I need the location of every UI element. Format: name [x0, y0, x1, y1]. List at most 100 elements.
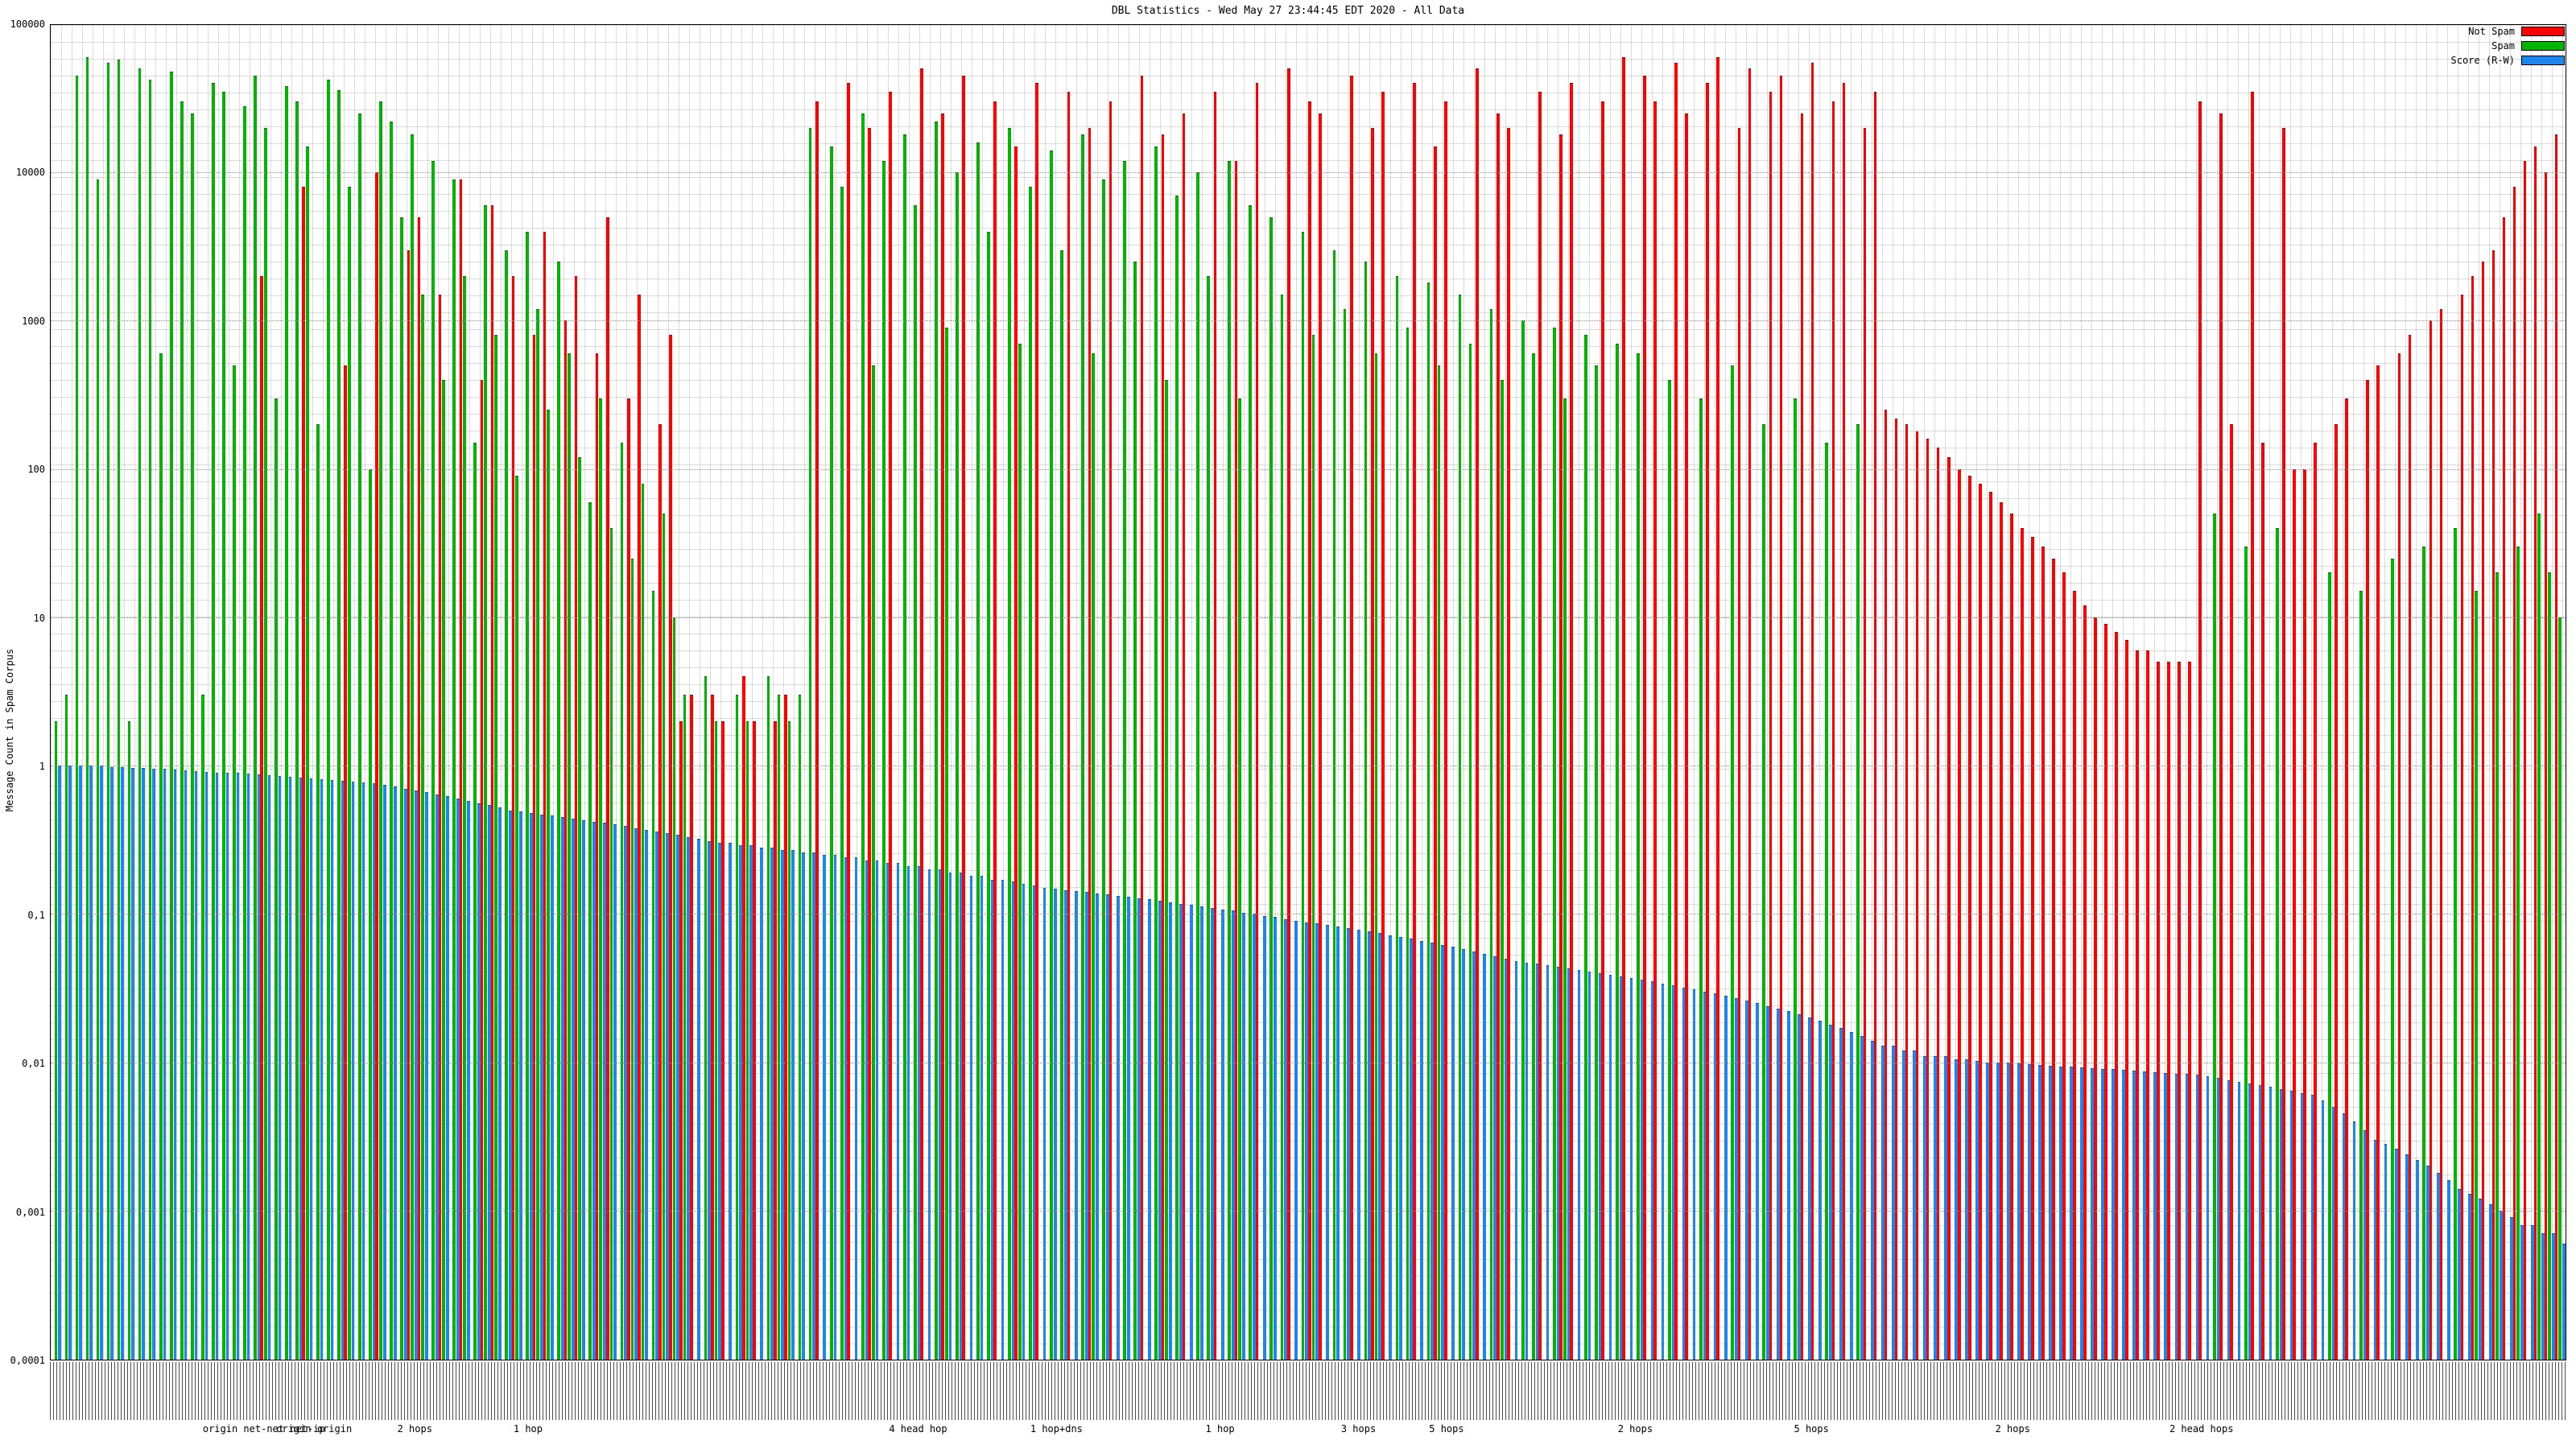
bar-cluster: [428, 25, 439, 1360]
bar-score-r-w-: [1975, 1060, 1979, 1360]
bar-not-spam: [1140, 75, 1144, 1360]
bar-not-spam: [1601, 101, 1604, 1360]
bar-spam: [1018, 343, 1022, 1360]
bar-spam: [316, 424, 320, 1360]
bar-not-spam: [1370, 127, 1374, 1360]
bar-cluster: [1967, 25, 1979, 1360]
bar-cluster: [532, 25, 543, 1360]
bar-not-spam: [2460, 295, 2464, 1360]
bar-score-r-w-: [1211, 907, 1214, 1360]
bar-cluster: [1025, 25, 1036, 1360]
bar-cluster: [1151, 25, 1162, 1360]
bar-not-spam: [1999, 502, 2003, 1360]
bar-not-spam: [1413, 83, 1416, 1360]
bar-score-r-w-: [2331, 1107, 2335, 1360]
bar-score-r-w-: [1347, 928, 1350, 1360]
bar-not-spam: [2366, 379, 2370, 1360]
bar-spam: [2537, 514, 2541, 1360]
bar-cluster: [574, 25, 585, 1360]
bar-cluster: [1737, 25, 1748, 1360]
bar-cluster: [145, 25, 156, 1360]
bar-score-r-w-: [2363, 1129, 2367, 1360]
bar-score-r-w-: [204, 771, 208, 1360]
bar-spam: [526, 231, 530, 1360]
bar-not-spam: [2533, 146, 2537, 1360]
bar-score-r-w-: [1221, 909, 1224, 1360]
bar-spam: [1825, 443, 1828, 1360]
bar-cluster: [2544, 25, 2555, 1360]
bar-score-r-w-: [624, 826, 627, 1360]
bar-cluster: [868, 25, 879, 1360]
bar-score-r-w-: [1105, 894, 1109, 1360]
bar-spam: [620, 443, 624, 1360]
bar-cluster: [1413, 25, 1424, 1360]
bar-cluster: [2115, 25, 2126, 1360]
bar-cluster: [1831, 25, 1843, 1360]
bar-cluster: [910, 25, 921, 1360]
bar-score-r-w-: [1095, 893, 1099, 1360]
bar-score-r-w-: [2258, 1085, 2262, 1360]
bar-score-r-w-: [2112, 1069, 2116, 1360]
bar-score-r-w-: [1263, 915, 1266, 1360]
major-gridline: [51, 1210, 2566, 1212]
bar-score-r-w-: [770, 847, 774, 1360]
bar-not-spam: [1161, 134, 1165, 1360]
bar-cluster: [1894, 25, 1905, 1360]
bar-cluster: [983, 25, 994, 1360]
bar-cluster: [2314, 25, 2325, 1360]
bar-score-r-w-: [1378, 933, 1381, 1360]
bar-score-r-w-: [1147, 899, 1151, 1360]
bar-not-spam: [1434, 146, 1437, 1360]
bar-spam: [1468, 343, 1472, 1360]
legend-entry: Spam: [2451, 39, 2565, 53]
bar-not-spam: [564, 320, 568, 1360]
bar-not-spam: [2523, 160, 2527, 1360]
bar-score-r-w-: [2425, 1166, 2429, 1360]
bars-area: [51, 25, 2566, 1360]
bar-spam: [263, 127, 267, 1360]
bar-spam: [1343, 308, 1347, 1360]
bar-score-r-w-: [487, 805, 491, 1360]
bar-score-r-w-: [1577, 969, 1581, 1360]
bar-spam: [54, 720, 58, 1360]
major-gridline: [51, 320, 2566, 322]
bar-score-r-w-: [2216, 1078, 2220, 1360]
bar-cluster: [1213, 25, 1224, 1360]
bar-score-r-w-: [1001, 879, 1005, 1360]
bar-spam: [547, 410, 551, 1360]
bar-cluster: [1392, 25, 1403, 1360]
bar-cluster: [1664, 25, 1675, 1360]
bar-cluster: [1381, 25, 1392, 1360]
bar-not-spam: [2345, 398, 2349, 1360]
bar-score-r-w-: [530, 812, 533, 1360]
bar-score-r-w-: [2541, 1233, 2545, 1360]
bar-score-r-w-: [393, 786, 397, 1360]
bar-cluster: [679, 25, 690, 1360]
bar-cluster: [1873, 25, 1885, 1360]
bar-score-r-w-: [1587, 971, 1591, 1360]
bar-score-r-w-: [2101, 1069, 2105, 1360]
legend-swatch: [2521, 27, 2565, 36]
bar-spam: [2558, 617, 2562, 1360]
bar-cluster: [155, 25, 167, 1360]
bar-cluster: [1203, 25, 1214, 1360]
x-tick-labels-band: [50, 1362, 2566, 1420]
bar-spam: [295, 101, 299, 1360]
bar-cluster: [197, 25, 208, 1360]
bar-score-r-w-: [1200, 906, 1203, 1360]
bar-score-r-w-: [2143, 1071, 2147, 1360]
bar-score-r-w-: [1661, 983, 1665, 1360]
major-gridline: [51, 469, 2566, 470]
bar-cluster: [1685, 25, 1696, 1360]
bar-not-spam: [626, 398, 630, 1360]
bar-spam: [1458, 295, 1462, 1360]
bar-score-r-w-: [917, 865, 921, 1360]
bar-score-r-w-: [1451, 947, 1455, 1360]
bar-cluster: [2533, 25, 2545, 1360]
x-axis-group-labels: origin net-net net-ip origin origin 2 hops…: [50, 1423, 2566, 1439]
bar-cluster: [1266, 25, 1277, 1360]
x-group-label: 5 hops: [1794, 1423, 1829, 1435]
bar-score-r-w-: [1682, 987, 1686, 1360]
bar-score-r-w-: [1032, 886, 1036, 1360]
